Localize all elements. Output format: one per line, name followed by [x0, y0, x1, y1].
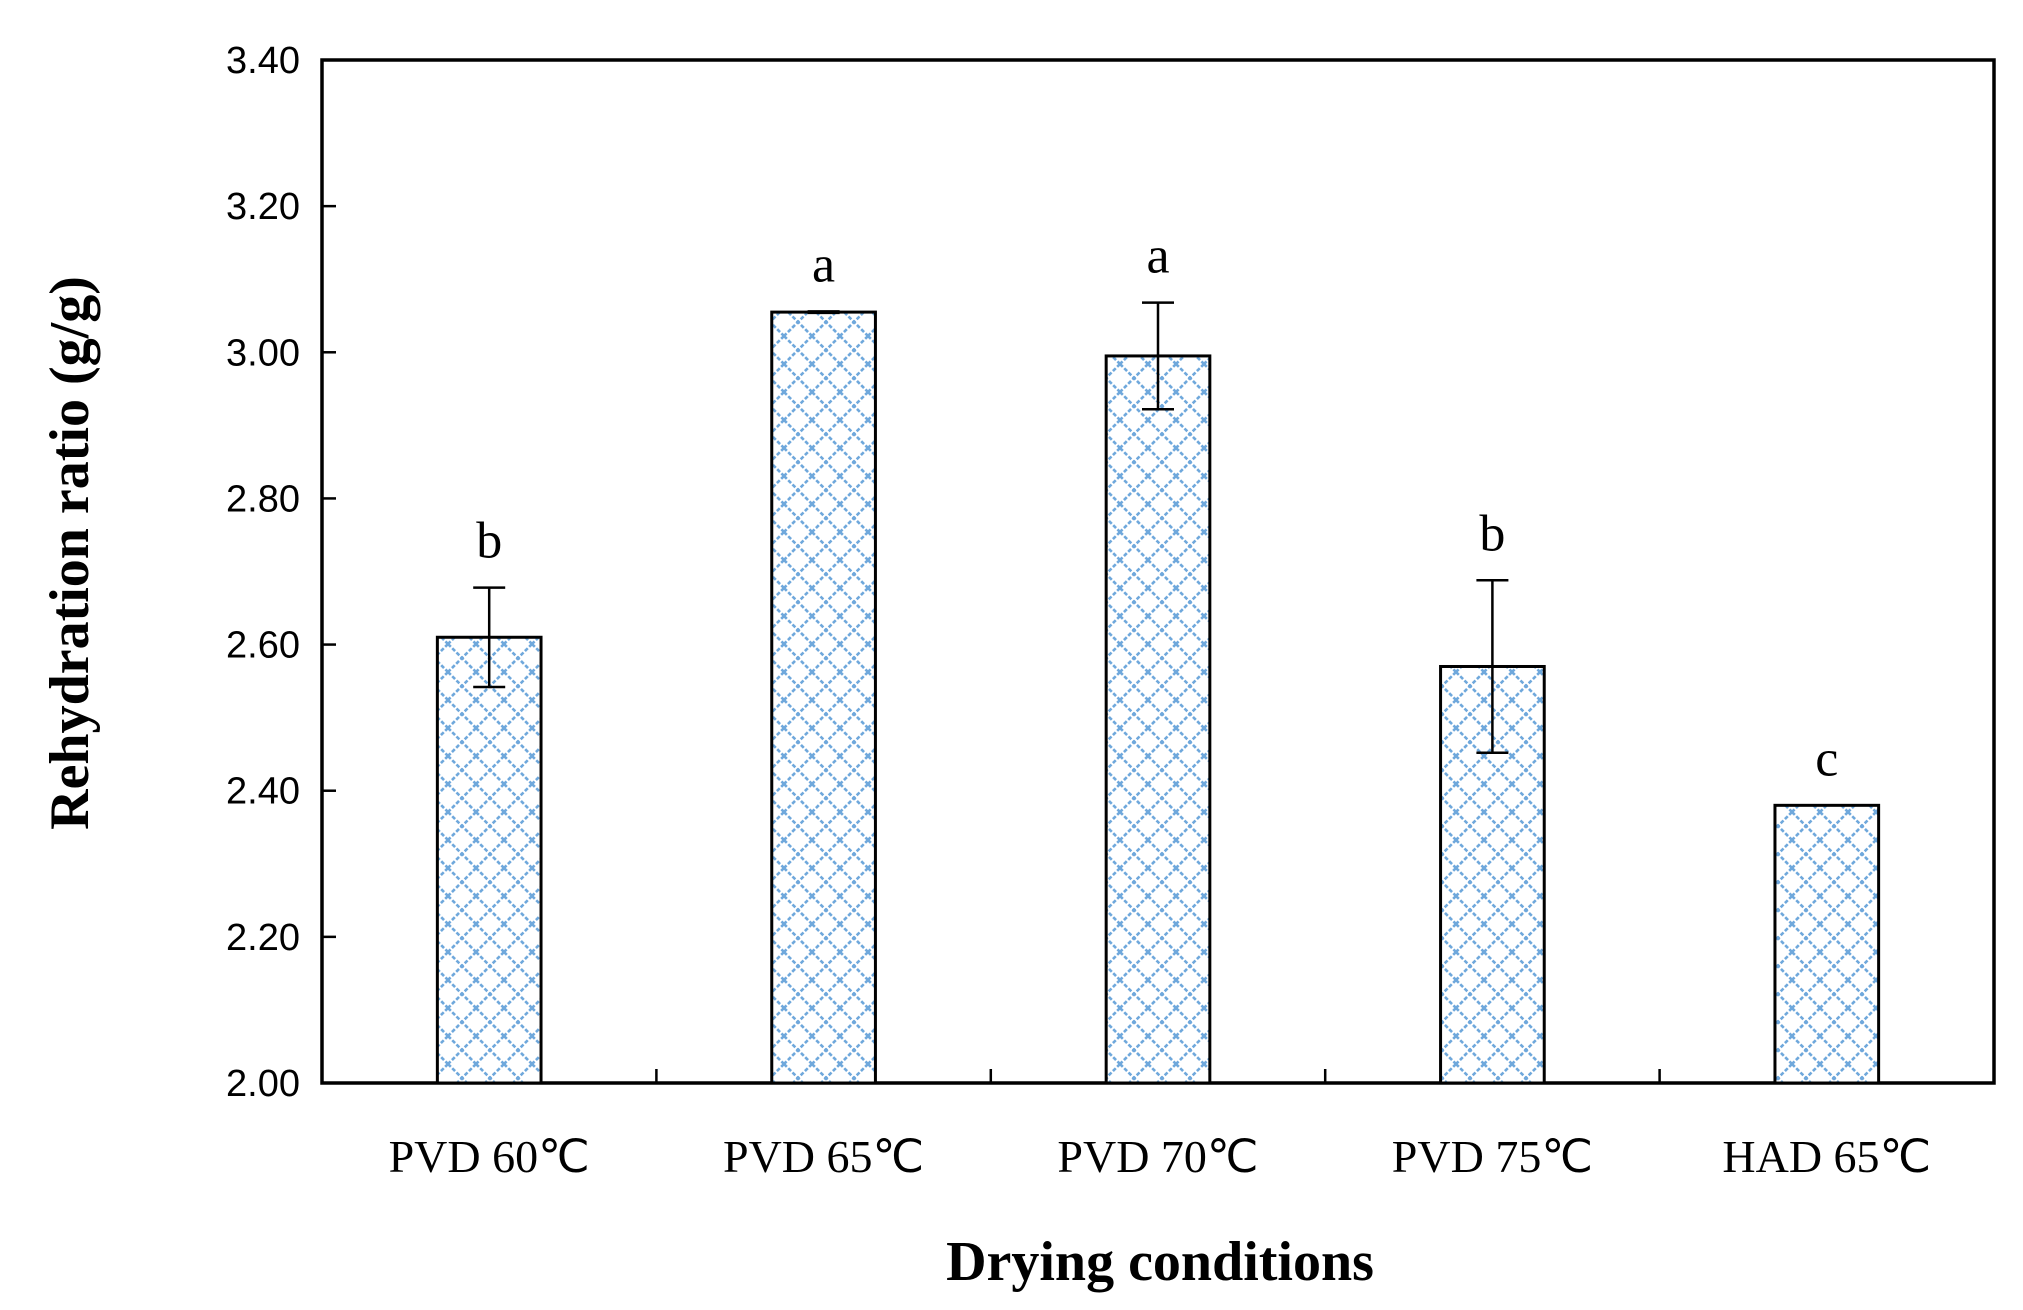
- significance-letter: b: [1479, 505, 1505, 562]
- y-tick-label: 2.40: [226, 771, 300, 813]
- significance-labels: b a a b c: [476, 228, 1838, 788]
- bar: [435, 635, 543, 1085]
- bar: [1773, 803, 1881, 1085]
- significance-letter: b: [476, 513, 502, 570]
- significance-letter: c: [1815, 730, 1838, 787]
- significance-letter: a: [1146, 228, 1169, 285]
- bar: [770, 310, 877, 1085]
- x-axis: PVD 60℃ PVD 65℃ PVD 70℃ PVD 75℃ HAD 65℃: [389, 1069, 1931, 1182]
- y-tick-label: 3.00: [226, 332, 300, 374]
- x-tick-label: PVD 65℃: [723, 1131, 924, 1182]
- y-tick-label: 2.60: [226, 625, 300, 667]
- bar: [1104, 354, 1212, 1085]
- x-tick-label: PVD 60℃: [389, 1131, 590, 1182]
- y-tick-label: 2.20: [226, 917, 300, 959]
- x-tick-label: PVD 70℃: [1057, 1131, 1258, 1182]
- y-tick-label: 2.00: [226, 1063, 300, 1105]
- error-bars: [473, 301, 1509, 754]
- x-tick-label: PVD 75℃: [1392, 1131, 1593, 1182]
- y-axis-title: Rehydration ratio (g/g): [39, 276, 101, 830]
- x-tick-label: HAD 65℃: [1722, 1131, 1931, 1182]
- y-tick-label: 3.40: [226, 40, 300, 82]
- y-tick-label: 2.80: [226, 478, 300, 520]
- y-tick-label: 3.20: [226, 186, 300, 228]
- y-axis: 2.00 2.20 2.40 2.60 2.80 3.00 3.20 3.40: [226, 40, 336, 1105]
- significance-letter: a: [812, 236, 835, 293]
- bars: [435, 310, 1881, 1085]
- x-axis-title: Drying conditions: [946, 1231, 1374, 1293]
